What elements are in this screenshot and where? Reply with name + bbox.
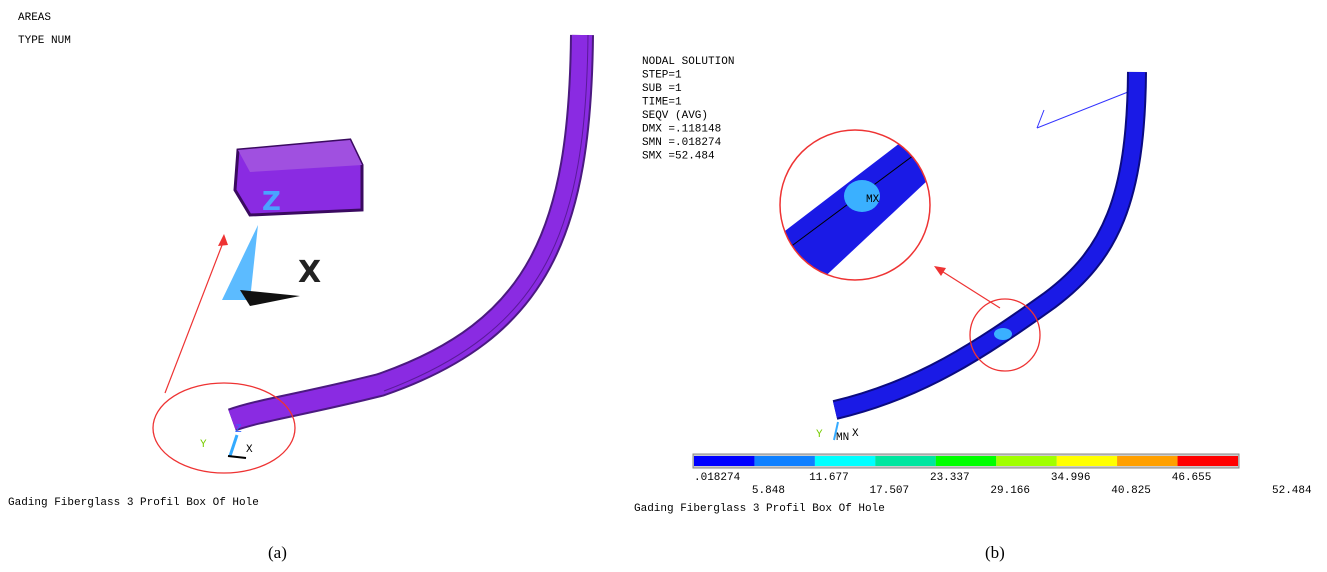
- beam-edge: [232, 35, 582, 420]
- highlight-circle: [153, 383, 295, 473]
- arrow-head: [218, 234, 228, 246]
- arrow: [940, 270, 1000, 308]
- colorbar-segment: [875, 456, 935, 466]
- triad-label: MN: [836, 432, 849, 444]
- colorbar-label: 23.337: [930, 472, 970, 484]
- zoom-axis: X: [298, 255, 321, 290]
- triad-label: Y: [816, 429, 823, 441]
- colorbar-segment: [694, 456, 754, 466]
- plot-title: Gading Fiberglass 3 Profil Box Of Hole: [634, 503, 885, 515]
- zoom-node: MX: [866, 194, 880, 206]
- beam-edge: [835, 72, 1137, 410]
- header-line: AREAS: [18, 12, 51, 24]
- colorbar-segment: [996, 456, 1056, 466]
- colorbar-segment: [1057, 456, 1117, 466]
- panel-a: AREAS TYPE NUM Z X Y Z X Gading Fibergla…: [8, 12, 588, 562]
- header-line: TIME=1: [642, 97, 682, 109]
- colorbar-label: 11.677: [809, 472, 849, 484]
- plot-title: Gading Fiberglass 3 Profil Box Of Hole: [8, 497, 259, 509]
- triad-label: X: [852, 428, 859, 440]
- header-line: SMX =52.484: [642, 151, 715, 163]
- header-line: STEP=1: [642, 70, 682, 82]
- colorbar-segment: [1178, 456, 1238, 466]
- figure: AREAS TYPE NUM Z X Y Z X Gading Fibergla…: [0, 0, 1327, 572]
- header-line: DMX =.118148: [642, 124, 721, 136]
- colorbar-label: 40.825: [1111, 485, 1151, 497]
- zoom-axis: Z: [262, 187, 281, 217]
- colorbar-label: 34.996: [1051, 472, 1091, 484]
- header-line: TYPE NUM: [18, 35, 71, 47]
- beam: [835, 72, 1137, 410]
- colorbar-segment: [936, 456, 996, 466]
- triad-axis: [230, 435, 237, 456]
- header-line: NODAL SOLUTION: [642, 56, 734, 68]
- triad-axis: [228, 456, 246, 458]
- colorbar-label: 52.484: [1272, 485, 1312, 497]
- zoom-triad: [222, 225, 258, 300]
- header-line: SEQV (AVG): [642, 110, 708, 122]
- panel-label: (b): [985, 543, 1005, 562]
- panel-label: (a): [268, 543, 287, 562]
- header-line: SMN =.018274: [642, 137, 722, 149]
- colorbar-segment: [1117, 456, 1177, 466]
- colorbar-label: .018274: [694, 472, 741, 484]
- triad-line: [1037, 92, 1128, 128]
- hot-spot: [994, 328, 1012, 340]
- header-line: SUB =1: [642, 83, 682, 95]
- triad-label: Y: [200, 439, 207, 451]
- colorbar-label: 5.848: [752, 485, 785, 497]
- triad-label: X: [246, 444, 253, 456]
- colorbar-label: 29.166: [990, 485, 1030, 497]
- colorbar-label: 17.507: [870, 485, 910, 497]
- colorbar-segment: [754, 456, 814, 466]
- colorbar-segment: [815, 456, 875, 466]
- triad-label: Z: [235, 424, 242, 436]
- zoom-triad: [240, 290, 300, 306]
- arrow-head: [934, 266, 946, 276]
- colorbar-label: 46.655: [1172, 472, 1212, 484]
- arrow: [165, 240, 224, 393]
